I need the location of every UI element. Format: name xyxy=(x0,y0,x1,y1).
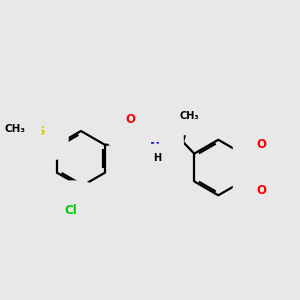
Text: O: O xyxy=(256,184,266,197)
Text: S: S xyxy=(37,125,45,138)
Text: N: N xyxy=(150,141,160,154)
Text: CH₃: CH₃ xyxy=(5,124,26,134)
Text: H: H xyxy=(154,153,162,163)
Text: Cl: Cl xyxy=(64,204,77,217)
Text: O: O xyxy=(256,138,266,151)
Text: O: O xyxy=(125,113,135,126)
Text: CH₃: CH₃ xyxy=(180,111,199,121)
